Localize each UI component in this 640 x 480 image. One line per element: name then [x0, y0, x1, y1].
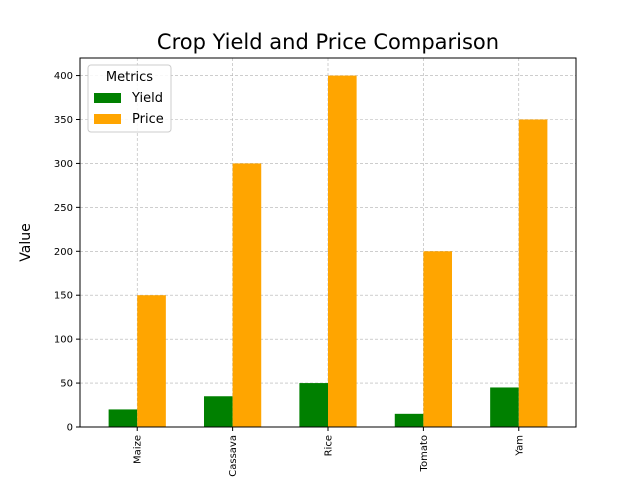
y-axis: 0 50 100 150 200 250 300 350 400 — [54, 71, 80, 434]
x-axis: Maize Cassava Rice Tomato Yam — [133, 427, 525, 477]
y-tick-label: 200 — [54, 247, 73, 258]
y-tick-label: 0 — [67, 423, 73, 434]
legend-swatch-yield — [94, 93, 121, 103]
legend: Metrics Yield Price — [87, 64, 172, 133]
bar-price-yam — [518, 119, 548, 427]
bars-group — [108, 75, 548, 428]
y-tick-label: 400 — [54, 71, 73, 82]
legend-swatch-price — [94, 114, 121, 124]
y-tick-label: 350 — [54, 115, 73, 126]
legend-label-price: Price — [132, 112, 164, 127]
x-tick-label-cassava: Cassava — [228, 435, 239, 477]
x-tick-label-yam: Yam — [514, 435, 525, 457]
bar-price-cassava — [232, 163, 262, 427]
y-axis-title: Value — [18, 223, 34, 261]
bar-yield-tomato — [394, 413, 424, 427]
y-tick-label: 150 — [54, 291, 73, 302]
y-tick-label: 100 — [54, 335, 73, 346]
legend-title: Metrics — [106, 70, 153, 85]
x-tick-label-rice: Rice — [324, 435, 335, 456]
bar-price-tomato — [423, 251, 452, 427]
x-tick-label-tomato: Tomato — [419, 435, 430, 472]
bar-yield-maize — [108, 409, 138, 427]
bar-yield-yam — [490, 387, 519, 427]
legend-label-yield: Yield — [131, 91, 163, 106]
bar-yield-cassava — [204, 396, 233, 427]
x-tick-label-maize: Maize — [133, 435, 144, 464]
y-tick-label: 250 — [54, 203, 73, 214]
bar-price-rice — [328, 75, 357, 428]
bar-price-maize — [137, 295, 166, 427]
chart-title: Crop Yield and Price Comparison — [157, 30, 499, 54]
bar-yield-rice — [299, 383, 328, 427]
y-tick-label: 300 — [54, 159, 73, 170]
y-tick-label: 50 — [60, 379, 73, 390]
